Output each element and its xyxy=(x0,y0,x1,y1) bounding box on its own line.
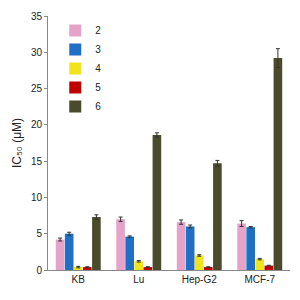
svg-text:Lu: Lu xyxy=(133,274,144,285)
svg-text:IC₅₀ (μM): IC₅₀ (μM) xyxy=(10,118,24,168)
svg-text:KB: KB xyxy=(72,274,86,285)
svg-text:25: 25 xyxy=(31,83,43,94)
svg-text:4: 4 xyxy=(95,63,101,74)
svg-text:3: 3 xyxy=(95,44,101,55)
svg-text:5: 5 xyxy=(95,82,101,93)
svg-text:0: 0 xyxy=(36,265,42,276)
svg-text:2: 2 xyxy=(95,25,101,36)
svg-text:10: 10 xyxy=(31,192,43,203)
svg-text:30: 30 xyxy=(31,47,43,58)
svg-text:6: 6 xyxy=(95,101,101,112)
svg-text:15: 15 xyxy=(31,156,43,167)
svg-text:35: 35 xyxy=(31,11,43,22)
svg-text:MCF-7: MCF-7 xyxy=(244,274,275,285)
svg-text:20: 20 xyxy=(31,119,43,130)
svg-text:5: 5 xyxy=(36,228,42,239)
svg-text:Hep-G2: Hep-G2 xyxy=(182,274,217,285)
